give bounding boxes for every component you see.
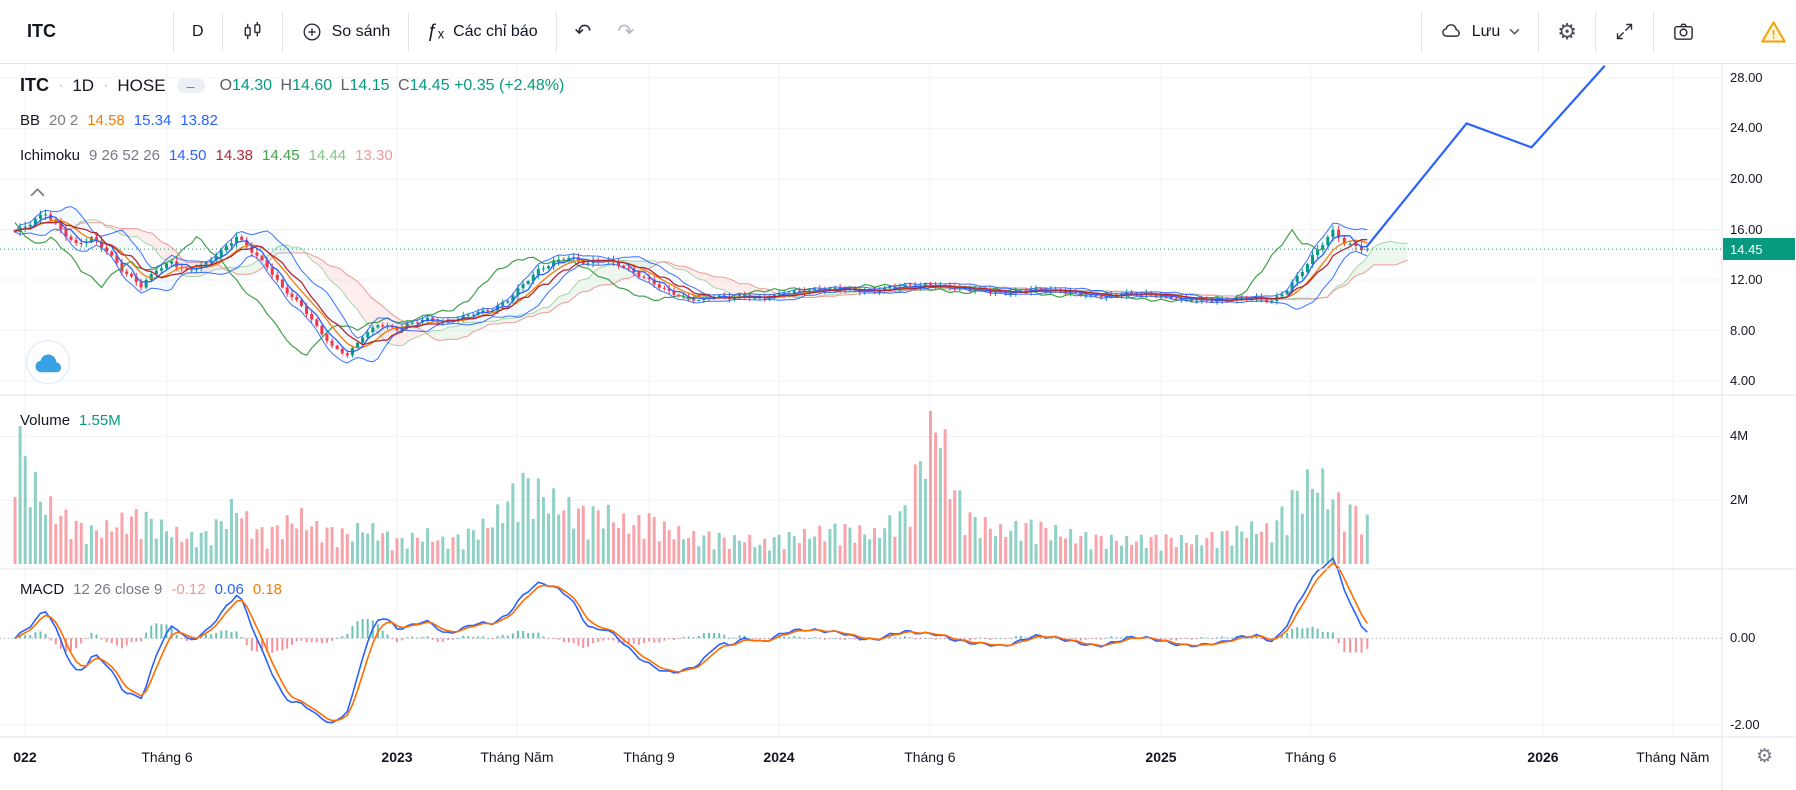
- cloud-save-icon: [1440, 20, 1463, 43]
- macd-name: MACD: [20, 581, 65, 598]
- ichimoku-lagging-value: 14.45: [262, 147, 300, 164]
- close-value: 14.45: [409, 76, 450, 94]
- volume-legend[interactable]: Volume 1.55M: [20, 412, 121, 429]
- chart-settings-button[interactable]: ⚙: [1544, 10, 1590, 54]
- ichimoku-leading-b-value: 13.30: [355, 147, 393, 164]
- change-value: +0.35 (+2.48%): [454, 76, 565, 94]
- bb-lower-value: 13.82: [180, 112, 218, 129]
- legend-exchange: HOSE: [117, 75, 166, 95]
- time-axis[interactable]: [0, 737, 1722, 790]
- plus-circle-icon: [301, 21, 323, 43]
- close-label: C: [398, 76, 410, 94]
- ichimoku-name: Ichimoku: [20, 147, 81, 164]
- chart-type-button[interactable]: [228, 10, 277, 54]
- toolbar-divider: [221, 12, 223, 51]
- save-layout-button[interactable]: Lưu: [1427, 10, 1534, 54]
- separator-dot: ·: [58, 76, 64, 94]
- indicators-button[interactable]: ƒₓ Các chỉ báo: [414, 10, 550, 54]
- data-warning-icon[interactable]: !: [1757, 16, 1789, 48]
- price-axis[interactable]: [1722, 64, 1796, 737]
- high-value: 14.60: [292, 76, 333, 94]
- ichimoku-leading-a-value: 14.44: [308, 147, 347, 164]
- open-value: 14.30: [232, 76, 273, 94]
- toolbar-divider: [1595, 12, 1596, 51]
- fullscreen-icon: [1614, 21, 1635, 42]
- bb-name: BB: [20, 112, 41, 129]
- toolbar-divider: [173, 12, 174, 51]
- chevron-up-icon: [30, 184, 45, 201]
- ichimoku-params: 9 26 52 26: [89, 147, 160, 164]
- high-label: H: [280, 76, 293, 94]
- compare-label: So sánh: [331, 22, 391, 40]
- volume-name: Volume: [20, 412, 71, 429]
- top-toolbar: ITC D So sánh ƒₓ Cá: [0, 0, 1796, 64]
- legend-more-button[interactable]: –: [176, 78, 205, 93]
- macd-line-value: 0.06: [214, 581, 244, 598]
- legend-interval: 1D: [72, 75, 95, 95]
- axis-settings-gear-icon[interactable]: ⚙: [1756, 746, 1774, 767]
- toolbar-right-group: Lưu ⚙: [1416, 10, 1708, 54]
- chevron-down-icon: [1509, 28, 1520, 35]
- open-label: O: [219, 76, 233, 94]
- undo-button[interactable]: ↶: [562, 10, 605, 54]
- camera-icon: [1672, 20, 1695, 43]
- symbol-label: ITC: [27, 21, 56, 41]
- svg-text:!: !: [1771, 27, 1775, 41]
- price-pane[interactable]: [0, 64, 1722, 395]
- separator-dot: ·: [103, 76, 109, 94]
- ichimoku-indicator-legend[interactable]: Ichimoku 9 26 52 26 14.50 14.38 14.45 14…: [20, 147, 393, 164]
- candlestick-icon: [241, 20, 264, 43]
- redo-button[interactable]: ↷: [604, 10, 647, 54]
- macd-legend[interactable]: MACD 12 26 close 9 -0.12 0.06 0.18: [20, 581, 282, 598]
- toolbar-divider: [1653, 12, 1654, 51]
- bb-upper-value: 15.34: [133, 112, 172, 129]
- legend-symbol: ITC: [20, 75, 49, 95]
- save-label: Lưu: [1471, 22, 1501, 40]
- ichimoku-conversion-value: 14.50: [168, 147, 207, 164]
- indicators-label: Các chỉ báo: [453, 22, 538, 40]
- broker-cloud-logo: [25, 339, 71, 390]
- macd-hist-value: -0.12: [171, 581, 206, 598]
- toolbar-divider: [555, 12, 557, 51]
- gear-icon: ⚙: [1557, 18, 1577, 44]
- fx-icon: ƒₓ: [427, 20, 445, 42]
- toolbar-divider: [1420, 12, 1422, 51]
- low-label: L: [340, 76, 350, 94]
- toolbar-divider: [408, 12, 410, 51]
- macd-signal-value: 0.18: [252, 581, 283, 598]
- volume-pane[interactable]: [0, 395, 1722, 569]
- bb-basis-value: 14.58: [87, 112, 125, 129]
- macd-params: 12 26 close 9: [73, 581, 163, 598]
- symbol-button[interactable]: ITC: [14, 10, 168, 54]
- toolbar-divider: [1538, 12, 1540, 51]
- volume-value: 1.55M: [79, 412, 121, 429]
- toolbar-divider: [281, 12, 283, 51]
- redo-icon: ↷: [617, 20, 635, 43]
- legend-collapse-button[interactable]: [30, 184, 45, 202]
- ichimoku-base-value: 14.38: [215, 147, 254, 164]
- low-value: 14.15: [349, 76, 390, 94]
- bb-indicator-legend[interactable]: BB 20 2 14.58 15.34 13.82: [20, 112, 218, 129]
- interval-button[interactable]: D: [179, 10, 217, 54]
- undo-icon: ↶: [574, 20, 592, 43]
- main-series-legend[interactable]: ITC · 1D · HOSE – O14.30 H14.60 L14.15 C…: [20, 75, 564, 96]
- fullscreen-button[interactable]: [1601, 10, 1648, 54]
- interval-label: D: [192, 22, 204, 40]
- compare-button[interactable]: So sánh: [288, 10, 404, 54]
- screenshot-button[interactable]: [1659, 10, 1708, 54]
- bb-params: 20 2: [49, 112, 79, 129]
